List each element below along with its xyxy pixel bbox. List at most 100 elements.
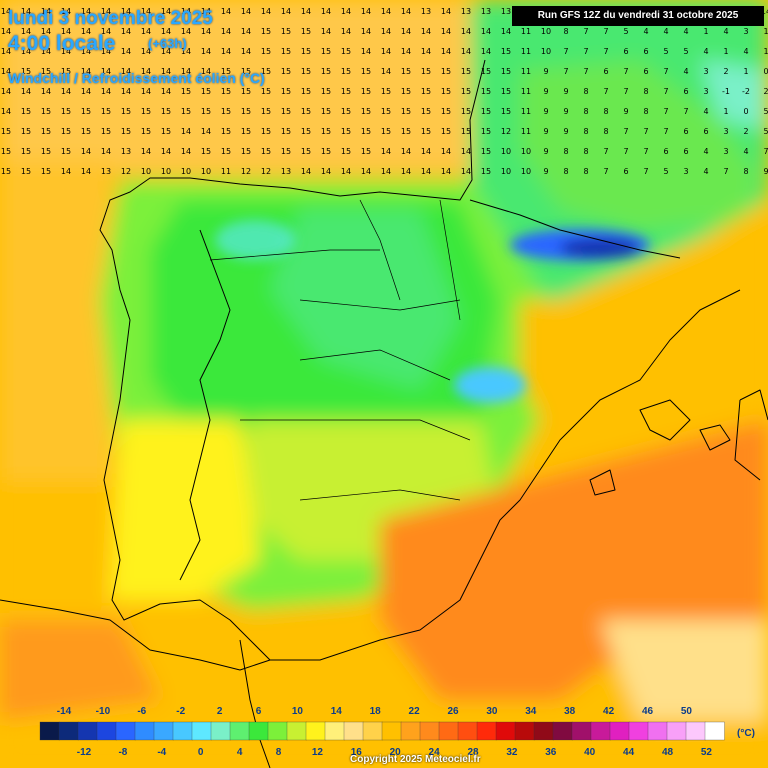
grid-value: 15 — [21, 167, 31, 176]
grid-value: 15 — [61, 127, 71, 136]
grid-value: 15 — [21, 147, 31, 156]
grid-value: 14 — [61, 7, 71, 16]
grid-value: 15 — [61, 67, 71, 76]
morocco-border — [239, 639, 271, 768]
grid-value: 14 — [261, 7, 271, 16]
legend-swatch — [666, 721, 687, 741]
legend-swatch — [115, 721, 136, 741]
grid-value: 7 — [663, 87, 668, 96]
grid-value: 14 — [461, 167, 471, 176]
grid-value: 10 — [201, 167, 211, 176]
grid-value: 7 — [603, 87, 608, 96]
forecast-date: lundi 3 novembre 2025 — [8, 8, 213, 29]
grid-value: 14 — [221, 27, 231, 36]
legend-swatch — [362, 721, 383, 741]
grid-value: 13 — [461, 7, 471, 16]
grid-value: 8 — [583, 167, 588, 176]
grid-value: 14 — [121, 47, 131, 56]
grid-value: 14 — [81, 27, 91, 36]
grid-value: 15 — [421, 87, 431, 96]
grid-value: 7 — [683, 107, 688, 116]
grid-value: 15 — [341, 127, 351, 136]
grid-value: 15 — [261, 127, 271, 136]
grid-value: 15 — [221, 127, 231, 136]
grid-value: 15 — [341, 107, 351, 116]
grid-value: 14 — [341, 167, 351, 176]
grid-value: 7 — [623, 87, 628, 96]
grid-value: 15 — [301, 107, 311, 116]
grid-value: 15 — [401, 87, 411, 96]
grid-value: 15 — [241, 147, 251, 156]
grid-value: 14 — [441, 27, 451, 36]
grid-value: 14 — [181, 67, 191, 76]
grid-value: 15 — [261, 47, 271, 56]
legend-top-label: 46 — [642, 706, 654, 717]
grid-value: 3 — [703, 87, 708, 96]
grid-value: 15 — [421, 107, 431, 116]
grid-value: 15 — [341, 87, 351, 96]
grid-value: 10 — [541, 47, 551, 56]
grid-value: 15 — [361, 107, 371, 116]
grid-value: 8 — [583, 107, 588, 116]
legend-top-label: 42 — [603, 706, 615, 717]
morocco-coast — [0, 599, 271, 671]
grid-value: 7 — [663, 107, 668, 116]
legend-bottom-label: 28 — [467, 747, 479, 758]
legend-bottom-label: 12 — [312, 747, 324, 758]
grid-value: 14 — [101, 47, 111, 56]
grid-value: 15 — [221, 67, 231, 76]
grid-value: 15 — [441, 127, 451, 136]
legend-top-label: 38 — [564, 706, 576, 717]
grid-value: 13 — [281, 167, 291, 176]
grid-value: 14 — [61, 27, 71, 36]
grid-value: 14 — [461, 147, 471, 156]
grid-value: 15 — [441, 87, 451, 96]
grid-value: 6 — [663, 147, 668, 156]
grid-value: 14 — [461, 47, 471, 56]
grid-value: 14 — [401, 27, 411, 36]
grid-value: 15 — [321, 107, 331, 116]
legend-top-label: 30 — [486, 706, 498, 717]
grid-value: 14 — [81, 67, 91, 76]
grid-value: 15 — [201, 107, 211, 116]
grid-value: 13 — [501, 7, 511, 16]
legend-swatch — [457, 721, 478, 741]
grid-value: 14 — [161, 47, 171, 56]
grid-value: 8 — [563, 167, 568, 176]
grid-value: 9 — [763, 167, 768, 176]
grid-value: 14 — [181, 127, 191, 136]
grid-value: 14 — [21, 7, 31, 16]
grid-value: 6 — [623, 167, 628, 176]
grid-value: 12 — [241, 167, 251, 176]
grid-value: 7 — [603, 27, 608, 36]
grid-value: 14 — [361, 167, 371, 176]
grid-value: 15 — [41, 147, 51, 156]
grid-value: 14 — [361, 47, 371, 56]
grid-value: 9 — [563, 107, 568, 116]
grid-value: 14 — [121, 27, 131, 36]
legend-swatch — [400, 721, 421, 741]
grid-value: 15 — [181, 107, 191, 116]
legend-swatch — [647, 721, 668, 741]
grid-value: 7 — [603, 167, 608, 176]
grid-value: 15 — [221, 107, 231, 116]
grid-value: 2 — [763, 87, 768, 96]
legend-top-label: 18 — [370, 706, 382, 717]
sardinia-coast — [734, 389, 768, 481]
grid-value: 14 — [221, 47, 231, 56]
legend-swatch — [248, 721, 269, 741]
grid-value: 14 — [201, 47, 211, 56]
legend-swatch — [286, 721, 307, 741]
grid-value: 15 — [461, 67, 471, 76]
legend-swatch — [476, 721, 497, 741]
grid-value: 15 — [261, 27, 271, 36]
grid-value: 15 — [461, 87, 471, 96]
legend-top-label: 26 — [447, 706, 459, 717]
color-legend: -14 -10 -6 -2 2 6 10 14 18 22 26 30 34 38 42 46 50 -12 -8… — [39, 706, 755, 758]
grid-value: 5 — [663, 167, 668, 176]
grid-value: 15 — [501, 47, 511, 56]
grid-value: 14 — [1, 27, 11, 36]
grid-value: 14 — [81, 87, 91, 96]
legend-bottom-label: -8 — [118, 747, 127, 758]
legend-unit: (°C) — [737, 728, 755, 739]
